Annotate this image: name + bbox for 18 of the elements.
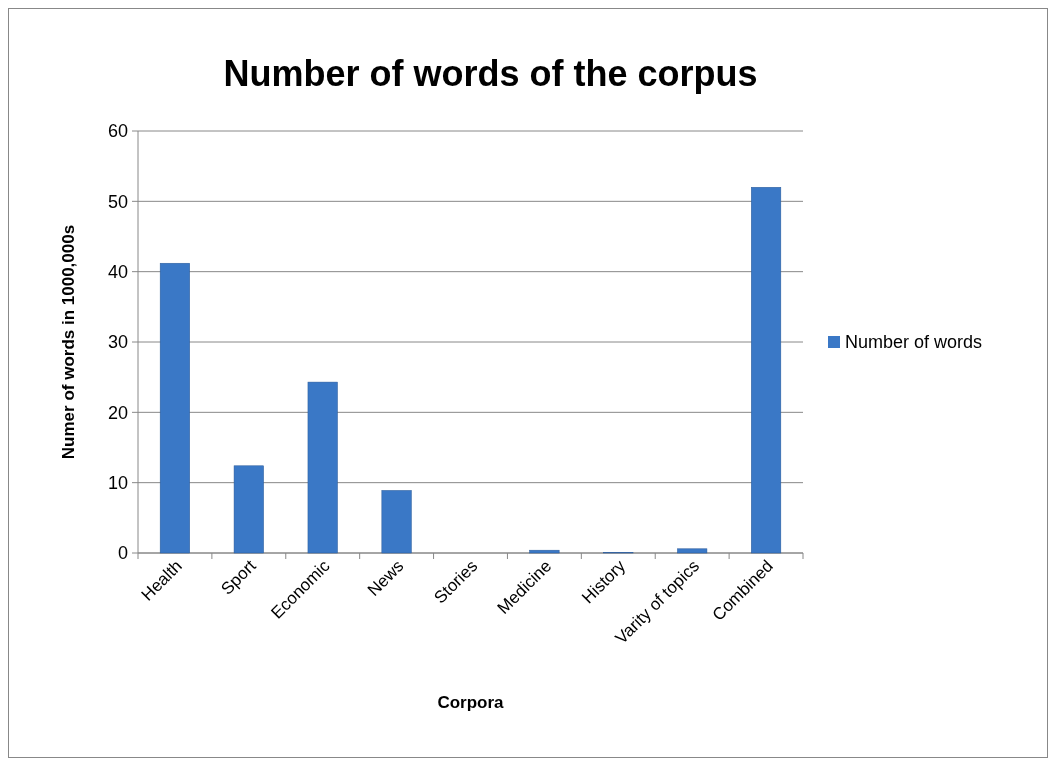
x-axis-title: Corpora bbox=[437, 693, 505, 712]
bar bbox=[529, 549, 560, 554]
y-tick-label: 50 bbox=[107, 191, 128, 212]
bar bbox=[677, 548, 708, 554]
legend-label: Number of words bbox=[845, 332, 983, 353]
bar bbox=[307, 381, 338, 554]
y-tick-label: 0 bbox=[117, 543, 128, 564]
y-axis-title: Numer of words in 1000,000s bbox=[59, 224, 78, 460]
bar bbox=[381, 490, 412, 554]
y-tick-label: 20 bbox=[107, 402, 128, 423]
bar bbox=[751, 187, 782, 554]
bar bbox=[233, 465, 264, 554]
y-tick-label: 10 bbox=[107, 472, 128, 493]
bar bbox=[159, 262, 190, 554]
y-tick-label: 60 bbox=[107, 121, 128, 142]
chart-title: Number of words of the corpus bbox=[223, 53, 758, 94]
y-tick-label: 40 bbox=[107, 261, 128, 282]
y-tick-label: 30 bbox=[107, 332, 128, 353]
